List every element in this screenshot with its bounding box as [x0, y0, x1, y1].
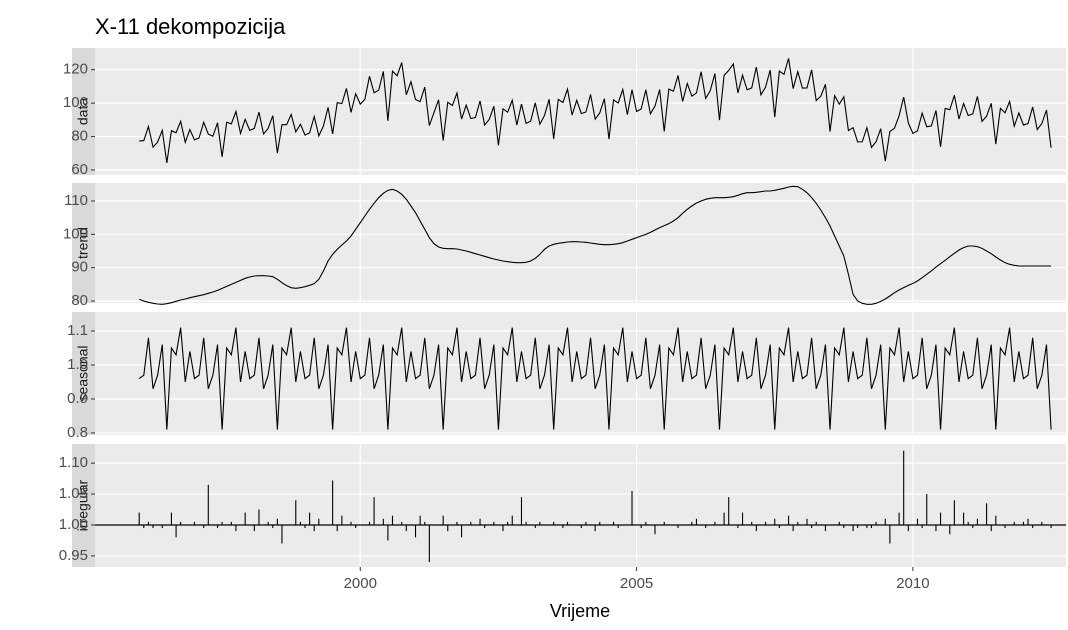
series-line — [139, 185, 1052, 305]
facet-strip — [72, 183, 95, 303]
y-tick-label: 120 — [63, 61, 88, 78]
x-tick-label: 2010 — [896, 575, 929, 592]
facet-strip — [72, 48, 95, 175]
x-tick-label: 2005 — [620, 575, 653, 592]
y-tick-label: 1.1 — [67, 322, 88, 339]
y-tick-label: 100 — [63, 94, 88, 111]
x-axis-title: Vrijeme — [550, 601, 610, 621]
y-tick-label: 60 — [71, 161, 88, 178]
y-tick-label: 0.95 — [59, 547, 88, 564]
x-tick-label: 2000 — [344, 575, 377, 592]
facet-label: irregular — [75, 479, 91, 531]
facet-label: seasonal — [75, 345, 91, 401]
series-line — [138, 327, 1052, 430]
y-tick-label: 0.8 — [67, 424, 88, 441]
panel-background — [95, 183, 1066, 303]
facet-label: data — [75, 98, 91, 125]
series-line — [139, 58, 1052, 164]
y-tick-label: 80 — [71, 292, 88, 309]
facet-strip — [72, 444, 95, 567]
facet-label: trend — [75, 227, 91, 259]
y-tick-label: 110 — [64, 192, 88, 209]
y-tick-label: 1.00 — [59, 516, 88, 533]
y-tick-label: 1.0 — [67, 356, 88, 373]
facet-strip — [72, 312, 95, 435]
panel-background — [95, 444, 1066, 567]
y-tick-label: 100 — [63, 225, 88, 242]
chart-title: X-11 dekompozicija — [95, 14, 286, 39]
y-tick-label: 90 — [71, 259, 88, 276]
y-tick-label: 1.10 — [59, 454, 88, 471]
y-tick-label: 0.9 — [67, 390, 88, 407]
y-tick-label: 80 — [71, 128, 88, 145]
y-tick-label: 1.05 — [59, 485, 88, 502]
